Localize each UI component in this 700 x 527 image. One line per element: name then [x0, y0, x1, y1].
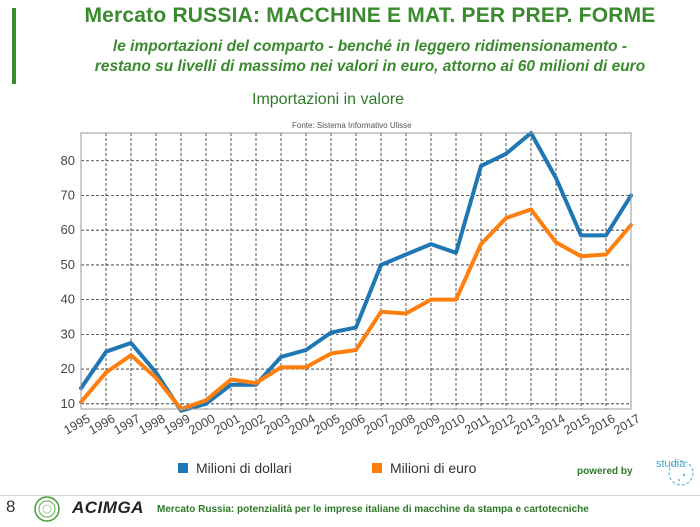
page-number: 8	[6, 497, 16, 516]
legend-item-euro: Milioni di euro	[372, 460, 476, 476]
x-axis-ticks: 1995199619971998199920002001200220032004…	[61, 411, 642, 437]
legend-swatch-euro	[372, 463, 382, 473]
slide-title: Mercato RUSSIA: MACCHINE E MAT. PER PREP…	[84, 4, 656, 27]
data-point-euro	[454, 298, 458, 302]
x-tick-label: 2017	[611, 411, 642, 437]
data-point-dollari	[204, 402, 208, 406]
data-point-euro	[254, 381, 258, 385]
data-point-euro	[404, 312, 408, 316]
data-point-dollari	[404, 253, 408, 257]
slide-subtitle-line-2: restano su livelli di massimo nei valori…	[94, 58, 646, 75]
y-tick-label: 50	[61, 257, 75, 272]
data-point-euro	[379, 310, 383, 314]
data-point-dollari	[304, 348, 308, 352]
y-tick-label: 20	[61, 361, 75, 376]
y-tick-label: 10	[61, 396, 75, 411]
chart-grid	[80, 133, 632, 409]
data-point-euro	[429, 298, 433, 302]
plot-frame	[80, 132, 632, 410]
y-tick-label: 70	[61, 187, 75, 202]
data-point-dollari	[229, 383, 233, 387]
studia-logo-text: studia	[656, 458, 686, 470]
data-point-euro	[304, 365, 308, 369]
y-tick-label: 30	[61, 326, 75, 341]
data-point-euro	[604, 253, 608, 257]
data-point-euro	[579, 254, 583, 258]
data-point-dollari	[379, 263, 383, 267]
line-chart: 10 20 30 40 50 60 70 80 19951996199719981999200…	[61, 131, 643, 438]
data-point-dollari	[329, 331, 333, 335]
data-point-dollari	[479, 164, 483, 168]
legend-swatch-dollari	[178, 463, 188, 473]
data-point-euro	[129, 353, 133, 357]
data-point-dollari	[554, 176, 558, 180]
data-point-euro	[354, 348, 358, 352]
chart-source: Fonte: Sistema Informativo Ulisse	[292, 121, 412, 130]
data-point-dollari	[429, 242, 433, 246]
data-point-dollari	[604, 233, 608, 237]
data-point-euro	[504, 216, 508, 220]
acimga-name: ACIMGA	[72, 498, 144, 517]
acimga-logo-icon	[34, 496, 60, 522]
chart-series	[79, 131, 633, 413]
data-point-dollari	[104, 350, 108, 354]
data-point-euro	[529, 207, 533, 211]
powered-by-label: powered by	[577, 466, 633, 477]
y-tick-label: 60	[61, 222, 75, 237]
y-axis-ticks: 10 20 30 40 50 60 70 80	[61, 153, 75, 411]
data-point-dollari	[504, 152, 508, 156]
data-point-dollari	[154, 371, 158, 375]
data-point-euro	[104, 371, 108, 375]
studia-logo: studia	[656, 458, 694, 486]
legend-label-euro: Milioni di euro	[390, 460, 477, 476]
footer-divider	[0, 495, 700, 496]
title-accent-bar	[12, 8, 16, 84]
data-point-euro	[279, 365, 283, 369]
data-point-dollari	[129, 341, 133, 345]
data-point-euro	[154, 376, 158, 380]
data-point-dollari	[279, 355, 283, 359]
data-point-euro	[479, 242, 483, 246]
chart-title: Importazioni in valore	[252, 91, 405, 108]
slide-subtitle-line-1: le importazioni del comparto - benché in…	[112, 38, 628, 55]
data-point-dollari	[354, 325, 358, 329]
legend-item-dollari: Milioni di dollari	[178, 460, 292, 476]
legend-label-dollari: Milioni di dollari	[196, 460, 292, 476]
data-point-dollari	[579, 233, 583, 237]
y-tick-label: 80	[61, 153, 75, 168]
footer-text: Mercato Russia: potenzialità per le impr…	[157, 504, 589, 515]
data-point-dollari	[454, 251, 458, 255]
data-point-euro	[229, 377, 233, 381]
y-tick-label: 40	[61, 292, 75, 307]
data-point-euro	[329, 351, 333, 355]
data-point-euro	[554, 240, 558, 244]
data-point-euro	[204, 398, 208, 402]
